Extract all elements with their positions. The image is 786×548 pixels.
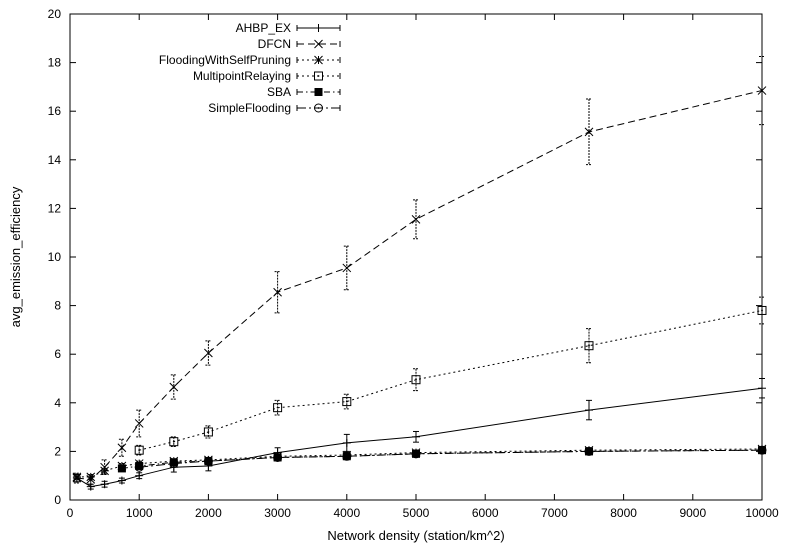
data-point xyxy=(412,433,420,441)
y-tick-label: 8 xyxy=(54,299,61,313)
y-tick-label: 4 xyxy=(54,396,61,410)
legend-label: SimpleFlooding xyxy=(208,101,291,115)
x-tick-label: 10000 xyxy=(745,506,779,520)
data-point xyxy=(274,288,282,296)
y-tick-label: 12 xyxy=(48,201,62,215)
series-line xyxy=(139,311,762,451)
series-line xyxy=(77,388,762,486)
y-tick-label: 14 xyxy=(48,153,62,167)
axis-ticks: 0 1000 2000 3000 4000 5000 6000 7000 8000 9000 100… xyxy=(48,7,779,520)
legend-entry: DFCN xyxy=(258,37,340,51)
legend-label: MultipointRelaying xyxy=(193,69,291,83)
data-point xyxy=(73,473,81,481)
legend-label: FloodingWithSelfPruning xyxy=(159,53,291,67)
legend-label: DFCN xyxy=(258,37,291,51)
x-tick-label: 4000 xyxy=(333,506,360,520)
legend-swatch-marker xyxy=(315,88,323,96)
y-tick-label: 6 xyxy=(54,347,61,361)
y-tick-label: 20 xyxy=(48,7,62,21)
x-tick-label: 9000 xyxy=(679,506,706,520)
series-AHBP_EX xyxy=(73,379,766,491)
legend: AHBP_EX DFCN FloodingWithSelfPruning Multip… xyxy=(159,21,340,115)
x-tick-label: 3000 xyxy=(264,506,291,520)
data-point xyxy=(118,444,126,452)
legend-entry: SimpleFlooding xyxy=(208,101,340,115)
x-tick-label: 8000 xyxy=(610,506,637,520)
y-tick-label: 10 xyxy=(48,250,62,264)
data-point xyxy=(101,467,109,475)
legend-swatch-marker xyxy=(315,24,323,32)
series-line xyxy=(122,450,762,468)
y-tick-label: 16 xyxy=(48,104,62,118)
x-tick-label: 6000 xyxy=(472,506,499,520)
y-axis-title: avg_emission_efficiency xyxy=(8,186,23,327)
data-point xyxy=(758,384,766,392)
x-tick-label: 7000 xyxy=(541,506,568,520)
legend-label: AHBP_EX xyxy=(236,21,291,35)
plot-frame xyxy=(70,14,762,500)
x-tick-label: 2000 xyxy=(195,506,222,520)
series-line xyxy=(77,91,762,480)
y-tick-label: 18 xyxy=(48,56,62,70)
data-point xyxy=(585,406,593,414)
legend-entry: SBA xyxy=(267,85,340,99)
legend-swatch-marker xyxy=(315,72,323,80)
series-layer xyxy=(73,57,766,491)
data-point xyxy=(343,439,351,447)
x-tick-label: 0 xyxy=(67,506,74,520)
legend-label: SBA xyxy=(267,85,291,99)
legend-swatch-marker xyxy=(315,56,323,64)
data-point xyxy=(118,464,126,472)
series-line xyxy=(139,450,762,467)
x-tick-label: 1000 xyxy=(126,506,153,520)
legend-entry: FloodingWithSelfPruning xyxy=(159,53,340,67)
legend-entry: AHBP_EX xyxy=(236,21,340,35)
y-tick-label: 2 xyxy=(54,444,61,458)
data-point xyxy=(87,473,95,481)
x-tick-label: 5000 xyxy=(403,506,430,520)
legend-entry: MultipointRelaying xyxy=(193,69,340,83)
y-tick-label: 0 xyxy=(54,493,61,507)
series-DFCN xyxy=(73,57,766,485)
x-axis-title: Network density (station/km^2) xyxy=(327,528,504,543)
